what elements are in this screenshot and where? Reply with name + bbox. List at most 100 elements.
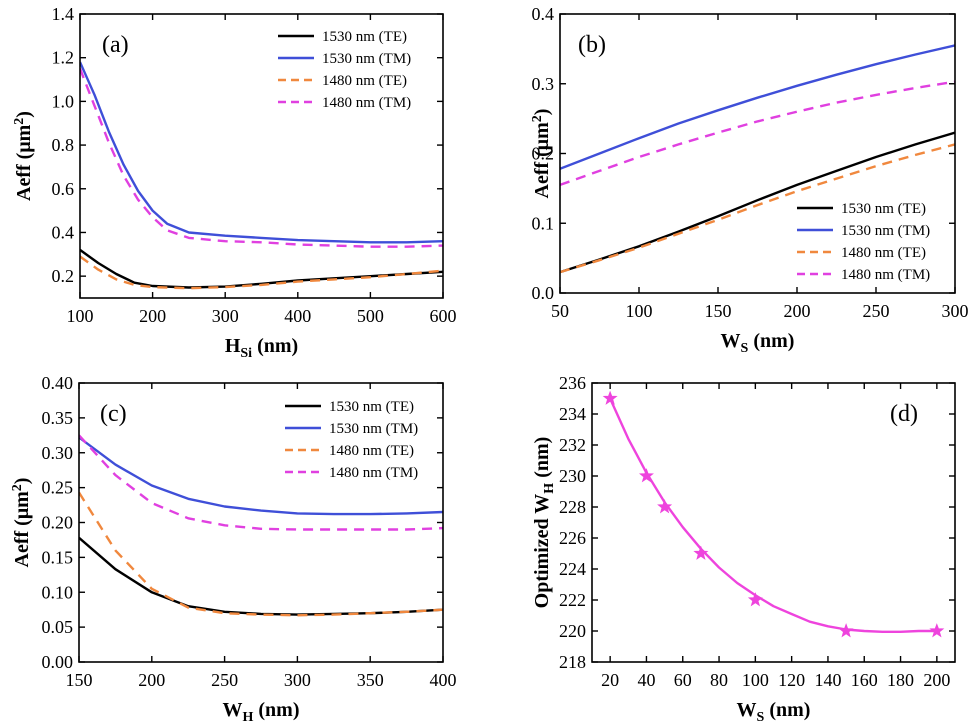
series-group [602,390,945,638]
legend-label: 1480 nm (TM) [841,267,930,283]
y-tick-label: 230 [559,466,586,486]
x-tick-label: 100 [742,670,769,690]
y-tick-label: 1.2 [52,48,75,68]
x-tick-label: 140 [814,670,841,690]
x-tick-label: 600 [430,306,457,326]
x-tick-label: 60 [674,670,692,690]
series-line-1480-nm-te- [79,491,443,617]
plot-frame [591,382,956,663]
y-tick-label: 224 [559,559,586,579]
panel-label: (c) [100,401,127,427]
x-tick-label: 300 [212,306,239,326]
y-tick-label: 0.4 [52,222,75,242]
panel-label: (b) [578,32,606,58]
x-tick-label: 400 [430,670,457,690]
x-tick-label: 50 [551,301,569,321]
y-tick-label: 226 [559,528,586,548]
x-tick-label: 250 [863,301,890,321]
x-axis-title: WS (nm) [721,330,795,356]
x-tick-label: 80 [710,670,728,690]
data-point-star [693,545,709,560]
legend-label: 1480 nm (TM) [329,465,418,481]
y-tick-label: 234 [559,404,586,424]
y-tick-label: 0.8 [52,135,75,155]
legend-label: 1530 nm (TE) [841,201,926,217]
y-tick-label: 0.2 [532,144,555,164]
panel-label: (d) [890,401,918,427]
series-line-1530-nm-te- [80,248,443,289]
x-tick-label: 150 [66,670,93,690]
series-line-fit [609,398,937,633]
series-group [79,434,443,617]
series-line-1530-nm-tm- [560,44,955,170]
x-tick-label: 350 [357,670,384,690]
series-line-1480-nm-te- [80,255,443,290]
y-tick-label: 222 [559,590,586,610]
x-tick-label: 300 [284,670,311,690]
series-group [560,44,955,274]
x-tick-label: 200 [138,670,165,690]
y-tick-label: 236 [559,373,586,393]
x-tick-label: 200 [923,670,950,690]
x-tick-label: 200 [139,306,166,326]
panel-a: 100 200 300 400 500 600 0.2 0.4 0.6 0.8 1.0 1.2 1.4 H… [12,4,457,361]
y-axis-title: Aeff (μm2) [12,111,35,201]
y-axis-title: Optimized WH (nm) [531,437,557,609]
legend-label: 1530 nm (TM) [329,421,418,437]
y-tick-label: 228 [559,497,586,517]
x-tick-label: 150 [705,301,732,321]
y-tick-label: 0.0 [532,283,555,303]
y-tick-label: 0.20 [42,513,74,533]
panel-label: (a) [102,32,129,58]
x-axis-title: WH (nm) [223,699,300,725]
y-tick-label: 0.1 [532,213,555,233]
y-tick-label: 0.40 [42,373,74,393]
x-tick-label: 120 [778,670,805,690]
x-tick-label: 100 [626,301,653,321]
legend-label: 1480 nm (TE) [329,443,414,459]
data-point-star [657,499,673,514]
y-tick-label: 1.4 [52,4,75,24]
legend-label: 1480 nm (TM) [322,95,411,111]
data-point-star [929,623,945,638]
x-tick-label: 500 [357,306,384,326]
legend: 1530 nm (TE) 1530 nm (TM) 1480 nm (TE) 1480… [797,201,930,283]
series-line-1480-nm-tm- [79,434,443,531]
legend-label: 1530 nm (TM) [841,223,930,239]
plot-frame [79,13,444,299]
panel-d: 20 40 60 80 100 120 140 160 180 200 218 220 222 224 22… [531,373,956,725]
legend-label: 1480 nm (TE) [841,245,926,261]
x-tick-label: 40 [637,670,655,690]
y-tick-label: 0.4 [532,4,555,24]
series-group [80,61,443,290]
y-tick-label: 218 [559,652,586,672]
data-point-star [602,390,618,405]
series-line-1480-nm-tm- [80,68,443,248]
x-tick-label: 200 [784,301,811,321]
x-tick-label: 300 [942,301,969,321]
y-axis-title: Aeff (μm2) [530,109,553,199]
x-tick-label: 180 [887,670,914,690]
legend: 1530 nm (TE) 1530 nm (TM) 1480 nm (TE) 1480… [278,29,411,111]
y-axis-title: Aeff (μm2) [10,478,33,568]
y-tick-label: 0.35 [42,408,74,428]
y-tick-label: 0.15 [42,547,74,567]
data-point-star [638,468,654,483]
x-tick-label: 100 [67,306,94,326]
legend-label: 1530 nm (TE) [322,29,407,45]
y-tick-label: 1.0 [52,91,75,111]
x-tick-label: 400 [284,306,311,326]
legend: 1530 nm (TE) 1530 nm (TM) 1480 nm (TE) 1480… [285,399,418,481]
series-line-1480-nm-tm- [560,80,955,187]
series-line-1480-nm-te- [560,143,955,274]
y-tick-label: 232 [559,435,586,455]
series-line-1530-nm-te- [79,536,443,616]
y-tick-label: 0.10 [42,582,74,602]
y-tick-label: 0.25 [42,478,74,498]
x-tick-label: 250 [211,670,238,690]
y-tick-label: 0.6 [52,179,75,199]
legend-label: 1530 nm (TM) [322,51,411,67]
x-tick-label: 160 [851,670,878,690]
y-tick-label: 0.30 [42,443,74,463]
y-tick-label: 220 [559,621,586,641]
